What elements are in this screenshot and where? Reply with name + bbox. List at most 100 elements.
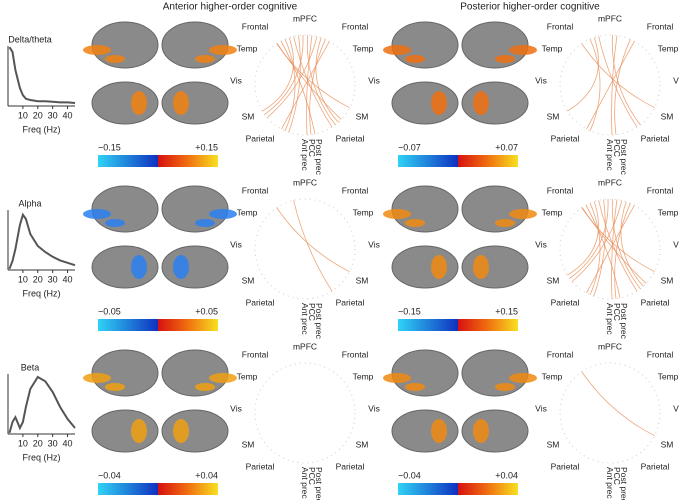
connection — [293, 200, 333, 292]
activation — [383, 373, 411, 383]
region-label: Ant prec — [605, 467, 615, 499]
region-label: SM — [661, 275, 674, 285]
colorbar-max: +0.05 — [195, 306, 218, 316]
activation — [105, 55, 125, 63]
activation — [509, 45, 537, 55]
connection — [611, 35, 618, 135]
connection — [586, 41, 635, 130]
node-ring — [559, 362, 661, 464]
region-label: Frontal — [647, 349, 674, 359]
connection — [581, 371, 655, 437]
connection — [276, 207, 350, 273]
region-label: Vis — [368, 239, 380, 249]
colorbar — [398, 319, 458, 331]
connection — [593, 199, 606, 297]
connection — [567, 201, 599, 276]
region-label: mPFC — [598, 177, 622, 187]
region-label: Frontal — [342, 349, 369, 359]
connection — [598, 36, 638, 128]
connection — [589, 202, 601, 296]
activation — [131, 91, 147, 115]
x-tick-label: 20 — [33, 438, 43, 448]
node-ring — [559, 198, 661, 300]
connection — [611, 35, 641, 126]
region-label: Vis — [673, 75, 679, 85]
connection — [586, 205, 635, 294]
connection — [581, 43, 655, 109]
region-label: PCC — [307, 303, 317, 321]
region-label: Parietal — [336, 133, 365, 143]
region-label: Frontal — [647, 185, 674, 195]
colorbar — [458, 483, 518, 495]
activation — [405, 383, 425, 391]
brain-maps — [383, 185, 537, 289]
colorbar-min: −0.05 — [98, 306, 121, 316]
region-label: SM — [242, 275, 255, 285]
brain — [461, 245, 529, 289]
region-label: Frontal — [242, 21, 269, 31]
connection — [266, 36, 318, 118]
brain — [391, 245, 459, 289]
activation — [383, 209, 411, 219]
connection — [571, 200, 623, 282]
connection — [589, 38, 601, 132]
region-label: Temp — [658, 43, 679, 53]
region-label: Parietal — [246, 297, 275, 307]
spectrum-line — [8, 375, 76, 434]
region-label: Temp — [542, 371, 563, 381]
region-label: Vis — [230, 239, 242, 249]
colorbar-min: −0.04 — [98, 470, 121, 480]
activation — [509, 209, 537, 219]
region-label: Ant prec — [300, 467, 310, 499]
connection — [264, 35, 304, 115]
region-label: Parietal — [551, 297, 580, 307]
activation — [173, 91, 189, 115]
activation — [209, 209, 237, 219]
region-label: PCC — [307, 467, 317, 485]
activation — [195, 55, 215, 63]
region-label: Temp — [658, 371, 679, 381]
region-label: Post prec — [314, 303, 324, 340]
region-label: Frontal — [342, 21, 369, 31]
activation — [495, 383, 515, 391]
region-label: Temp — [353, 371, 374, 381]
connection — [620, 201, 644, 287]
region-label: SM — [242, 439, 255, 449]
region-label: Temp — [237, 207, 258, 217]
colorbar — [98, 319, 158, 331]
colorbar-max: +0.07 — [495, 142, 518, 152]
region-label: Parietal — [551, 461, 580, 471]
region-label: mPFC — [293, 341, 317, 351]
connection — [276, 43, 342, 120]
band-label: Alpha — [18, 198, 41, 208]
colorbar — [158, 155, 218, 167]
region-label: Temp — [237, 371, 258, 381]
activation — [83, 45, 111, 55]
region-label: Ant prec — [605, 303, 615, 335]
colorbar-max: +0.15 — [495, 306, 518, 316]
region-label: Parietal — [336, 297, 365, 307]
colorbar — [98, 483, 158, 495]
x-tick-label: 10 — [18, 110, 28, 120]
region-label: Frontal — [547, 21, 574, 31]
brain — [91, 245, 159, 289]
brain — [391, 81, 459, 125]
region-label: Vis — [673, 239, 679, 249]
node-ring — [559, 34, 661, 136]
activation — [131, 255, 147, 279]
colorbar — [458, 155, 518, 167]
region-label: Parietal — [551, 133, 580, 143]
region-label: Post prec — [619, 467, 629, 500]
x-tick-label: 30 — [48, 274, 58, 284]
region-label: PCC — [307, 139, 317, 157]
region-label: Frontal — [242, 185, 269, 195]
region-label: Ant prec — [605, 139, 615, 171]
region-label: mPFC — [293, 177, 317, 187]
region-label: Parietal — [336, 461, 365, 471]
x-tick-label: 20 — [33, 274, 43, 284]
region-label: SM — [242, 111, 255, 121]
region-label: mPFC — [598, 13, 622, 23]
region-label: SM — [356, 439, 369, 449]
node-ring — [254, 362, 356, 464]
activation — [495, 219, 515, 227]
